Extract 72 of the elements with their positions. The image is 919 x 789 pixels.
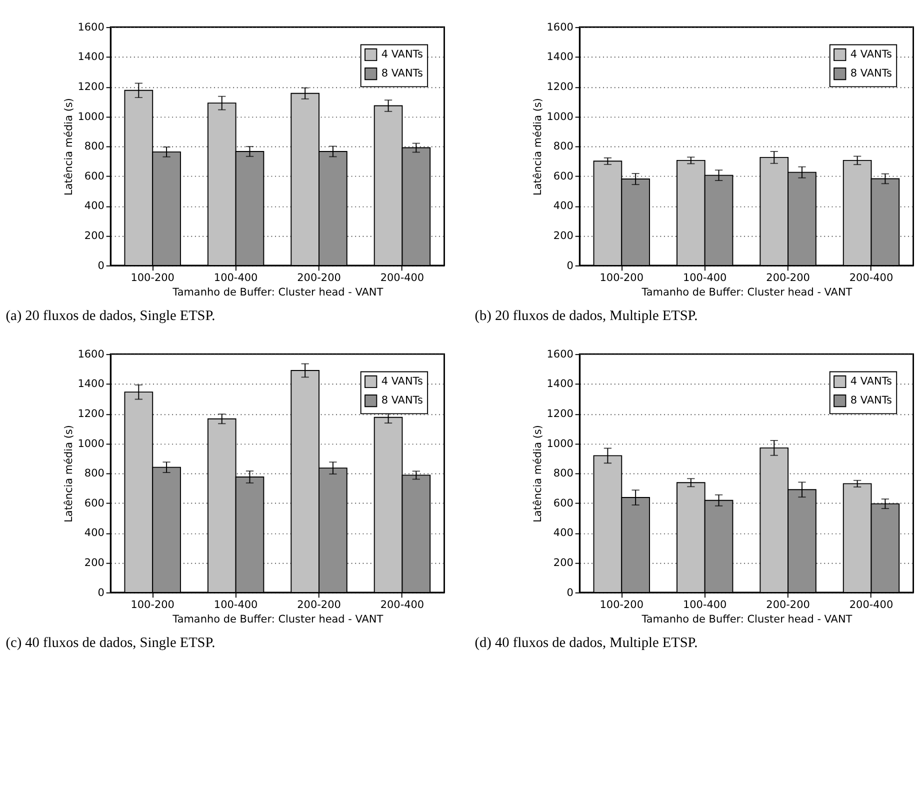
legend-label: 4 VANTs: [381, 376, 423, 388]
y-tick-label: 800: [553, 140, 574, 153]
y-tick-label: 1400: [78, 51, 104, 64]
x-axis-title: Tamanho de Buffer: Cluster head - VANT: [172, 613, 384, 626]
y-tick-label: 1600: [78, 21, 104, 34]
x-tick-label: 200-400: [849, 272, 894, 284]
text: (a) 20 fluxos de dados, Single ETSP.: [6, 308, 216, 324]
y-tick-label: 1000: [78, 438, 104, 450]
x-tick-label: 200-200: [297, 272, 341, 284]
y-tick-label: 1000: [546, 438, 574, 450]
legend-label: 8 VANTs: [850, 68, 892, 80]
x-tick-label: 100-400: [214, 599, 258, 612]
x-tick-label: 100-200: [130, 272, 174, 284]
y-tick-label: 600: [553, 497, 574, 510]
y-tick-label: 0: [98, 586, 104, 599]
y-tick-label: 1600: [546, 348, 574, 360]
y-tick-label: 400: [84, 200, 104, 212]
legend-label: 8 VANTs: [850, 394, 892, 407]
x-tick-label: 100-200: [130, 599, 174, 612]
x-axis-title: Tamanho de Buffer: Cluster head - VANT: [640, 286, 853, 298]
legend-label: 4 VANTs: [850, 376, 892, 388]
y-tick-label: 200: [553, 230, 574, 242]
y-tick-label: 0: [98, 260, 104, 272]
y-tick-label: 800: [553, 468, 574, 480]
legend-label: 4 VANTs: [850, 48, 892, 61]
y-tick-label: 200: [84, 230, 104, 242]
y-tick-label: 1400: [546, 378, 574, 390]
y-tick-label: 400: [84, 527, 104, 540]
y-tick-label: 600: [553, 170, 574, 182]
y-tick-label: 400: [553, 200, 574, 212]
x-tick-label: 100-200: [600, 599, 644, 612]
y-tick-label: 1200: [78, 81, 104, 94]
x-axis-title: Tamanho de Buffer: Cluster head - VANT: [640, 613, 853, 626]
y-tick-label: 1600: [78, 348, 104, 360]
y-tick-label: 600: [84, 497, 104, 510]
y-tick-label: 200: [84, 556, 104, 569]
y-axis-title: Latência média (s): [532, 425, 544, 522]
y-tick-label: 1600: [546, 21, 574, 34]
y-axis-title: Latência média (s): [62, 425, 75, 522]
y-tick-label: 400: [553, 527, 574, 540]
x-tick-label: 200-200: [297, 599, 341, 612]
x-tick-label: 100-400: [214, 272, 258, 284]
y-tick-label: 1400: [78, 378, 104, 390]
x-tick-label: 100-400: [682, 272, 727, 284]
legend-label: 8 VANTs: [381, 394, 423, 407]
y-tick-label: 0: [566, 260, 574, 272]
text: (b) 20 fluxos de dados, Multiple ETSP.: [474, 308, 698, 324]
y-axis-title: Latência média (s): [62, 98, 75, 196]
x-tick-label: 100-400: [682, 599, 727, 612]
x-tick-label: 200-400: [380, 272, 424, 284]
x-tick-label: 100-200: [600, 272, 644, 284]
y-tick-label: 1400: [546, 51, 574, 64]
y-tick-label: 1200: [546, 408, 574, 420]
y-tick-label: 600: [84, 170, 104, 182]
y-tick-label: 0: [566, 586, 574, 599]
y-axis-title: Latência média (s): [532, 98, 544, 196]
y-tick-label: 1000: [78, 110, 104, 123]
x-tick-label: 200-200: [766, 599, 810, 612]
x-tick-label: 200-400: [380, 599, 424, 612]
y-tick-label: 800: [84, 140, 104, 153]
text: (d) 40 fluxos de dados, Multiple ETSP.: [474, 634, 698, 651]
x-tick-label: 200-400: [849, 599, 894, 612]
legend-label: 4 VANTs: [381, 48, 423, 61]
y-tick-label: 1200: [78, 408, 104, 420]
y-tick-label: 800: [84, 468, 104, 480]
y-tick-label: 1200: [546, 81, 574, 94]
x-tick-label: 200-200: [766, 272, 810, 284]
legend-label: 8 VANTs: [381, 68, 423, 80]
y-tick-label: 1000: [546, 110, 574, 123]
text: (c) 40 fluxos de dados, Single ETSP.: [6, 634, 216, 651]
x-axis-title: Tamanho de Buffer: Cluster head - VANT: [172, 286, 384, 298]
y-tick-label: 200: [553, 556, 574, 569]
